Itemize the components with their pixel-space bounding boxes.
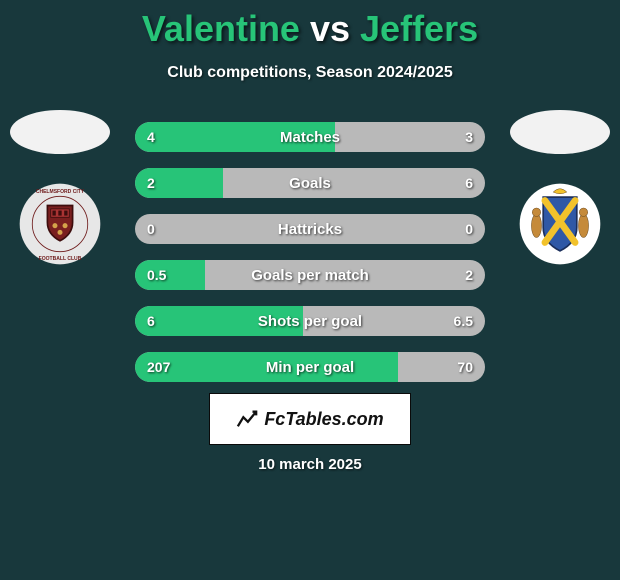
title-right: Jeffers bbox=[360, 8, 478, 49]
date-text: 10 march 2025 bbox=[0, 456, 620, 473]
stat-label: Goals per match bbox=[135, 260, 485, 290]
stat-label: Shots per goal bbox=[135, 306, 485, 336]
svg-text:CHELMSFORD CITY: CHELMSFORD CITY bbox=[36, 189, 85, 195]
brand-text: FcTables.com bbox=[264, 409, 383, 430]
stat-label: Goals bbox=[135, 168, 485, 198]
stat-row: 0.52Goals per match bbox=[135, 260, 485, 290]
stats-bars: 43Matches 26Goals 00Hattricks 0.52Goals per… bbox=[135, 122, 485, 398]
stat-row: 66.5Shots per goal bbox=[135, 306, 485, 336]
page-title: Valentine vs Jeffers bbox=[0, 0, 620, 50]
stat-label: Hattricks bbox=[135, 214, 485, 244]
player-column-left: CHELMSFORD CITY FOOTBALL CLUB bbox=[0, 110, 120, 266]
stat-label: Min per goal bbox=[135, 352, 485, 382]
svg-text:FOOTBALL CLUB: FOOTBALL CLUB bbox=[39, 256, 82, 262]
team-crest-left: CHELMSFORD CITY FOOTBALL CLUB bbox=[18, 182, 102, 266]
player-column-right bbox=[500, 110, 620, 266]
stat-row: 00Hattricks bbox=[135, 214, 485, 244]
title-left: Valentine bbox=[142, 8, 300, 49]
stat-row: 26Goals bbox=[135, 168, 485, 198]
stat-label: Matches bbox=[135, 122, 485, 152]
brand-badge: FcTables.com bbox=[209, 393, 411, 445]
stat-row: 43Matches bbox=[135, 122, 485, 152]
chart-icon bbox=[236, 408, 258, 430]
subtitle: Club competitions, Season 2024/2025 bbox=[0, 64, 620, 82]
player-avatar-right bbox=[510, 110, 610, 154]
stat-row: 20770Min per goal bbox=[135, 352, 485, 382]
player-avatar-left bbox=[10, 110, 110, 154]
team-crest-right bbox=[518, 182, 602, 266]
title-vs: vs bbox=[310, 8, 350, 49]
